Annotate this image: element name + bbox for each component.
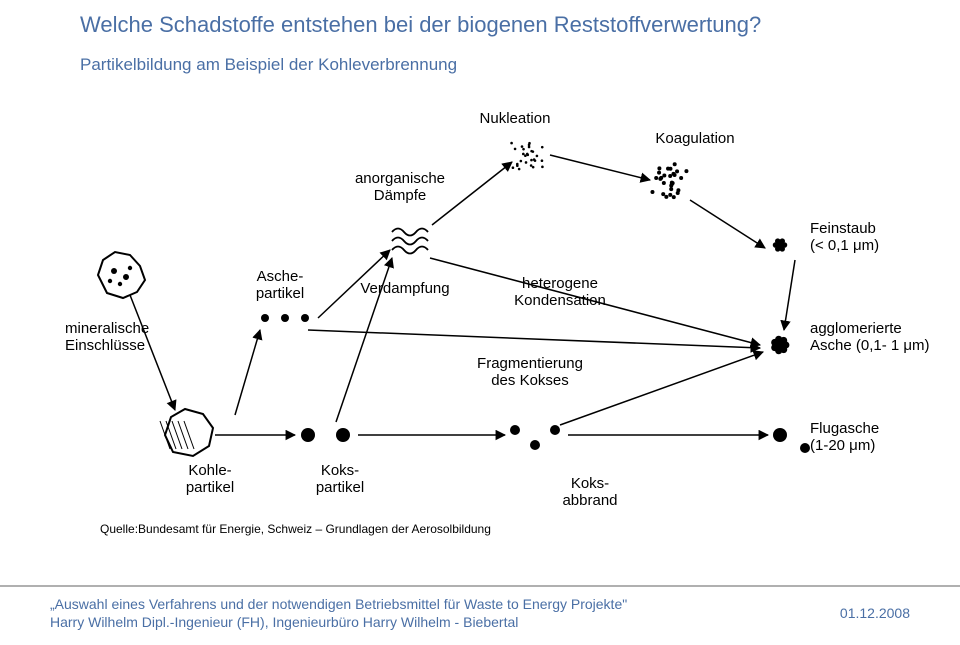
label-kokspartikel: Koks-partikel bbox=[290, 462, 390, 497]
label-feinstaub: Feinstaub(< 0,1 μm) bbox=[810, 220, 940, 255]
label-mineral: mineralischeEinschlüsse bbox=[65, 320, 215, 355]
page-subtitle: Partikelbildung am Beispiel der Kohlever… bbox=[80, 55, 457, 75]
label-koksabbrand: Koks-abbrand bbox=[535, 475, 645, 510]
footer: „Auswahl eines Verfahrens und der notwen… bbox=[0, 585, 960, 645]
particle-diagram: Nukleation Koagulation anorganischeDämpfe F… bbox=[60, 100, 900, 510]
label-verdampfung: Verdampfung bbox=[340, 280, 470, 297]
label-heterogene: heterogeneKondensation bbox=[485, 275, 635, 310]
diagram-svg bbox=[60, 100, 900, 510]
footer-line2: Harry Wilhelm Dipl.-Ingenieur (FH), Inge… bbox=[50, 613, 627, 631]
label-fragment: Fragmentierungdes Kokses bbox=[445, 355, 615, 390]
page-title: Welche Schadstoffe entstehen bei der bio… bbox=[80, 12, 761, 38]
label-flugasche: Flugasche(1-20 μm) bbox=[810, 420, 940, 455]
label-aschepartikel: Asche-partikel bbox=[230, 268, 330, 303]
footer-line1: „Auswahl eines Verfahrens und der notwen… bbox=[50, 595, 627, 613]
footer-left: „Auswahl eines Verfahrens und der notwen… bbox=[50, 595, 627, 631]
label-kohlepartikel: Kohle-partikel bbox=[160, 462, 260, 497]
label-nukleation: Nukleation bbox=[455, 110, 575, 127]
footer-date: 01.12.2008 bbox=[840, 605, 910, 621]
label-anorg_daempfe: anorganischeDämpfe bbox=[330, 170, 470, 205]
label-koagulation: Koagulation bbox=[635, 130, 755, 147]
source-citation: Quelle:Bundesamt für Energie, Schweiz – … bbox=[100, 522, 491, 536]
label-agglom: agglomerierteAsche (0,1- 1 μm) bbox=[810, 320, 960, 355]
